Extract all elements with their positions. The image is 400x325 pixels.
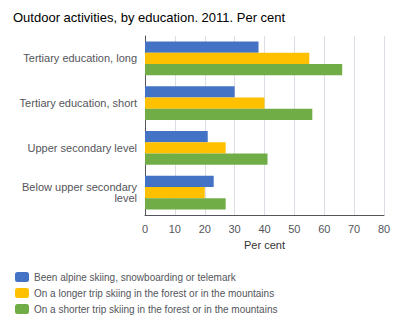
svg-text:Been alpine skiing, snowboardi: Been alpine skiing, snowboarding or tele… xyxy=(34,272,237,283)
svg-text:20: 20 xyxy=(199,223,211,235)
svg-text:30: 30 xyxy=(229,223,241,235)
svg-text:On a shorter trip skiing in th: On a shorter trip skiing in the forest o… xyxy=(34,304,277,315)
svg-text:Below upper secondary: Below upper secondary xyxy=(22,181,137,194)
svg-text:Per cent: Per cent xyxy=(244,239,285,251)
svg-text:50: 50 xyxy=(288,223,300,235)
svg-text:Outdoor activities, by educati: Outdoor activities, by education. 2011. … xyxy=(13,10,286,25)
svg-text:On a longer trip skiing in the: On a longer trip skiing in the forest or… xyxy=(34,288,274,299)
svg-text:80: 80 xyxy=(378,223,390,235)
svg-text:Tertiary education, short: Tertiary education, short xyxy=(20,97,137,109)
svg-text:0: 0 xyxy=(142,223,148,235)
svg-text:40: 40 xyxy=(258,223,270,235)
svg-text:10: 10 xyxy=(169,223,181,235)
svg-text:70: 70 xyxy=(348,223,360,235)
svg-text:Upper secondary level: Upper secondary level xyxy=(28,142,137,154)
svg-text:60: 60 xyxy=(318,223,330,235)
svg-text:level: level xyxy=(114,192,137,204)
svg-text:Tertiary education, long: Tertiary education, long xyxy=(23,52,137,64)
